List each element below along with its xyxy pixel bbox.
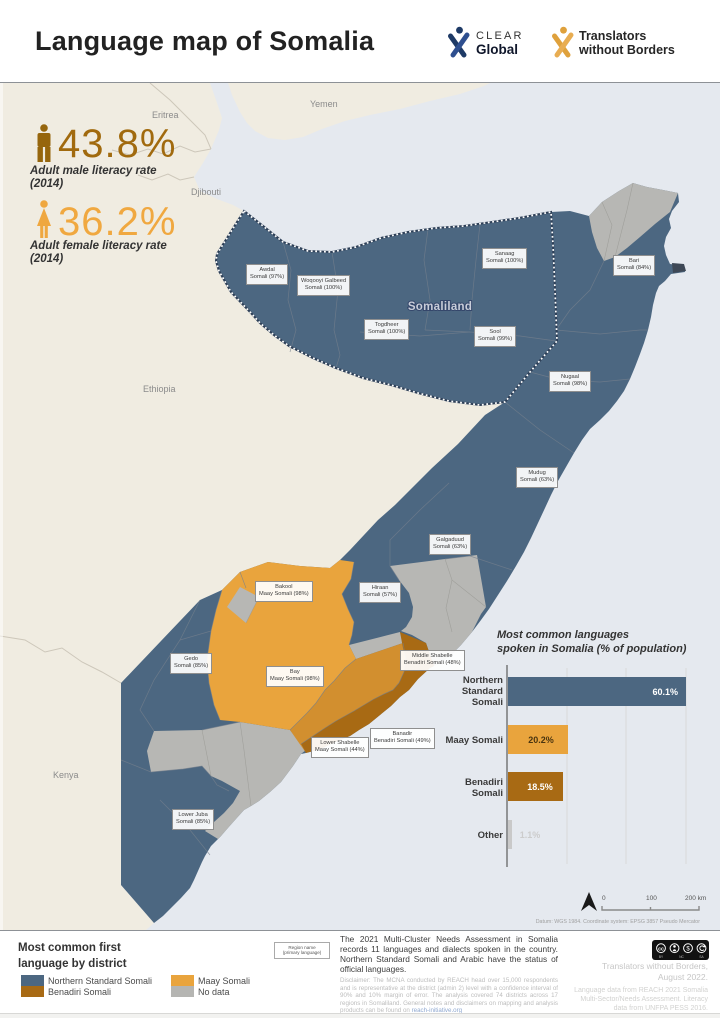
svg-text:100: 100 <box>646 895 657 902</box>
svg-text:Benadiri: Benadiri <box>465 777 503 788</box>
svg-text:Datum: WGS 1984. Coordinate sy: Datum: WGS 1984. Coordinate system: EPSG… <box>536 919 701 925</box>
svg-text:Standard: Standard <box>462 686 503 697</box>
svg-text:cc: cc <box>658 946 664 952</box>
svg-text:NC: NC <box>679 955 684 959</box>
svg-text:Translators: Translators <box>579 29 646 43</box>
svg-text:200 km: 200 km <box>685 895 706 902</box>
svg-text:Somaliland: Somaliland <box>408 301 472 313</box>
svg-text:18.5%: 18.5% <box>527 782 553 792</box>
svg-text:BY: BY <box>659 955 664 959</box>
svg-text:without Borders: without Borders <box>578 43 675 57</box>
svg-text:0: 0 <box>602 895 606 902</box>
svg-text:CLEAR: CLEAR <box>476 30 524 42</box>
svg-text:Global: Global <box>476 42 518 57</box>
svg-text:Northern: Northern <box>463 675 503 686</box>
svg-text:$: $ <box>686 947 690 953</box>
svg-text:SA: SA <box>699 955 704 959</box>
svg-text:Somali: Somali <box>472 788 503 799</box>
svg-text:1.1%: 1.1% <box>520 830 541 840</box>
svg-text:Other: Other <box>478 830 504 841</box>
svg-text:20.2%: 20.2% <box>528 735 554 745</box>
svg-text:60.1%: 60.1% <box>652 687 678 697</box>
svg-text:Somali: Somali <box>472 697 503 708</box>
svg-text:Maay Somali: Maay Somali <box>445 735 503 746</box>
